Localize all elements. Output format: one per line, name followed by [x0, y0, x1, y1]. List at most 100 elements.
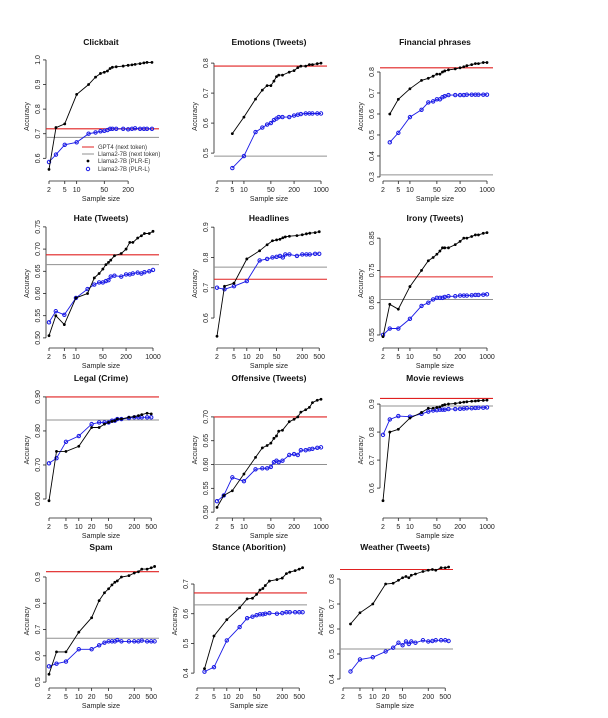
x-tick-label: 50: [433, 187, 441, 194]
x-tick-label: 200: [288, 187, 300, 194]
x-tick-label: 200: [288, 524, 300, 531]
panel-offensive-tweets-: Offensive (Tweets) 0.50 0.55 0.60 0.65 0.70 Ac…: [192, 373, 329, 540]
plr-l-point: [406, 641, 412, 647]
plr-e-point: [54, 126, 58, 129]
plr-l-point: [250, 614, 255, 619]
plr-l-point: [253, 467, 258, 472]
x-tick-label: 2: [381, 354, 385, 361]
plr-e-point: [304, 408, 308, 412]
plr-e-point: [132, 415, 136, 419]
plr-l-point: [62, 142, 67, 147]
plr-e-point: [107, 261, 110, 264]
plr-l-point: [440, 407, 445, 412]
legend-plr-e-swatch: [86, 159, 90, 163]
plr-l-point: [433, 638, 438, 643]
plr-l-point: [89, 421, 94, 427]
plr-l-point: [268, 464, 274, 470]
plr-l-point: [419, 303, 424, 309]
x-tick-label: 10: [73, 187, 81, 194]
plr-e-point: [443, 246, 447, 250]
plr-l-point: [409, 639, 414, 644]
legend-entry-label: Llama2-7B (PLR-E): [98, 159, 150, 165]
x-tick-label: 50: [267, 524, 275, 531]
plr-e-point: [64, 650, 68, 654]
plr-e-point: [319, 397, 323, 401]
plr-e-point: [97, 426, 101, 429]
plr-e-point: [254, 97, 257, 101]
plr-e-point: [137, 414, 140, 418]
plr-e-point: [431, 256, 435, 259]
plr-e-point: [404, 575, 408, 578]
plr-e-point: [149, 412, 153, 416]
y-tick-label: 0.8: [35, 104, 42, 114]
plr-l-point: [318, 445, 324, 450]
y-tick-label: 0.7: [329, 599, 336, 609]
plr-e-point: [254, 455, 257, 459]
x-tick-label: 2: [215, 187, 219, 194]
plr-e-point: [443, 69, 447, 73]
plr-l-point: [132, 639, 137, 644]
plr-l-point: [244, 278, 250, 284]
x-tick-label: 50: [105, 694, 113, 701]
plr-e-point: [407, 576, 411, 580]
plr-l-point: [453, 92, 458, 98]
legend-plr-l-swatch: [85, 166, 91, 172]
panel-movie-reviews: Movie reviews 0.6 0.7 0.8 0.9 Accuracy 2 5 10 50 2…: [358, 373, 495, 540]
y-tick-label: 0.70: [35, 242, 42, 256]
plr-l-point: [230, 475, 235, 480]
x-tick-label: 2: [195, 694, 199, 701]
plr-e-point: [426, 259, 430, 263]
x-axis-label: Sample size: [416, 363, 454, 370]
x-tick-label: 5: [64, 694, 68, 701]
plr-l-point: [298, 111, 304, 117]
y-axis-label: Accuracy: [358, 102, 365, 131]
y-axis-label: Accuracy: [24, 606, 31, 635]
panel-title: Movie reviews: [406, 373, 464, 383]
x-tick-label: 50: [100, 187, 108, 194]
panel-legal-crime-: Legal (Crime) 0.60 0.70 0.80 0.90 Accuracy 2 5 1…: [24, 373, 159, 540]
plr-e-point: [396, 97, 400, 101]
plr-l-point: [46, 461, 52, 466]
plr-l-point: [106, 277, 111, 283]
y-tick-label: 0.75: [35, 220, 42, 234]
plr-l-series-line: [204, 611, 303, 673]
plr-l-point: [120, 126, 126, 132]
plr-e-point: [414, 572, 417, 576]
plr-e-point: [269, 84, 273, 87]
x-tick-label: 10: [223, 694, 231, 701]
plr-e-point: [401, 576, 405, 580]
plr-l-point: [400, 643, 405, 648]
x-tick-label: 2: [47, 354, 51, 361]
plr-e-point: [420, 78, 423, 82]
plr-e-point: [447, 246, 450, 250]
plr-e-point: [242, 115, 246, 119]
x-axis-label: Sample size: [250, 196, 288, 203]
plr-l-point: [396, 413, 401, 419]
y-tick-label: 0.7: [203, 88, 210, 98]
y-tick-label: 0.6: [369, 483, 376, 493]
x-tick-label: 2: [381, 524, 385, 531]
plr-e-point: [275, 238, 279, 242]
plr-e-series-line: [382, 399, 488, 501]
plr-l-point: [383, 649, 388, 654]
plr-e-point: [420, 269, 423, 272]
panel-title: Offensive (Tweets): [232, 373, 307, 383]
plr-e-point: [438, 72, 442, 76]
plr-e-point: [297, 567, 301, 571]
x-tick-label: 10: [240, 524, 248, 531]
plr-e-point: [102, 70, 106, 74]
panel-headlines: Headlines 0.6 0.7 0.8 0.9 Accuracy 2 5 10 20 50 200…: [192, 213, 327, 370]
plr-e-point: [435, 72, 439, 76]
plr-e-point: [128, 241, 132, 244]
plr-l-point: [130, 271, 136, 276]
plr-l-point: [300, 610, 305, 615]
plr-e-point: [215, 505, 219, 509]
plr-l-point: [380, 432, 386, 438]
plr-e-point: [391, 581, 395, 585]
plr-e-point: [94, 75, 97, 79]
plr-e-point: [409, 573, 413, 577]
plr-l-point: [437, 97, 443, 102]
plr-e-point: [438, 249, 442, 253]
y-tick-label: 0.6: [35, 651, 42, 661]
